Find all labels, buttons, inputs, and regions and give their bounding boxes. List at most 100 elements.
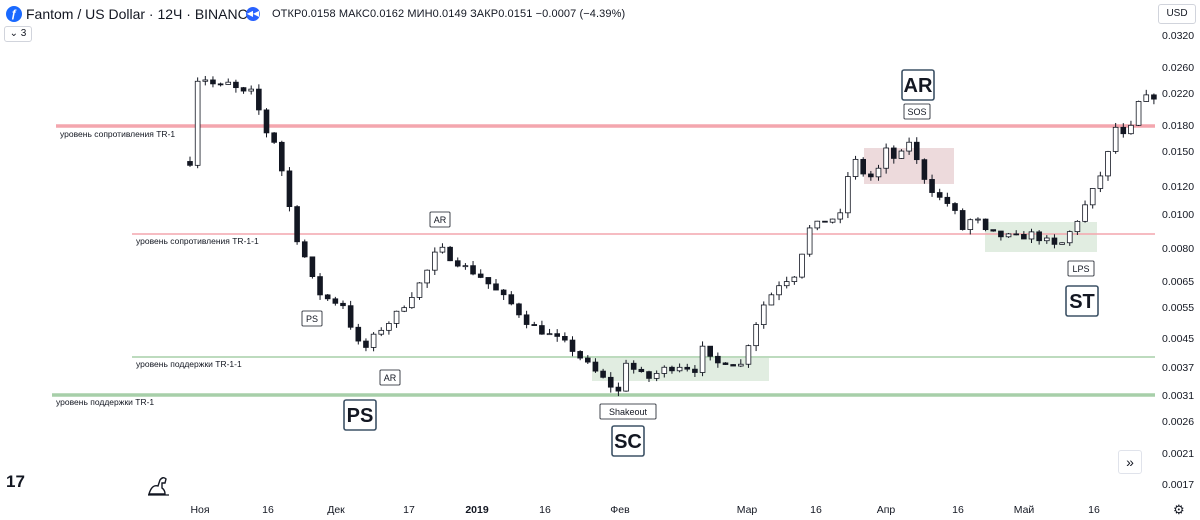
candle-body	[806, 227, 813, 255]
price-tick: 0.0100	[1162, 209, 1194, 221]
phase-box	[1065, 285, 1099, 317]
candle-body	[562, 336, 568, 341]
candle-body	[829, 218, 836, 223]
price-tick: 0.0065	[1162, 276, 1194, 288]
time-axis[interactable]: Ноя 16 Дек 17 2019 16 Фев Мар 16 Апр 16 Май 16	[190, 504, 1100, 516]
candle-body	[669, 366, 675, 372]
candle-body	[607, 376, 614, 388]
candle-body	[309, 256, 316, 278]
candle-body	[577, 351, 583, 359]
dino-icon[interactable]	[146, 474, 172, 498]
replay-icon[interactable]: ◀◀	[246, 7, 260, 21]
candle-body	[424, 269, 430, 284]
candle-body	[707, 345, 713, 357]
candle-body	[1059, 242, 1065, 245]
phase-label: ST	[1069, 291, 1095, 313]
annotation-label: Shakeout	[609, 407, 648, 417]
candle-body	[454, 260, 461, 267]
price-tick: 0.0031	[1162, 390, 1194, 402]
candle-body	[493, 283, 499, 291]
candle-body	[508, 294, 515, 305]
candle-body	[355, 326, 362, 342]
candle-body	[753, 324, 759, 347]
candle-body	[286, 170, 293, 208]
chevron-down-icon: ⌄	[9, 28, 19, 39]
candles	[187, 75, 1157, 397]
scroll-to-latest-icon[interactable]: »	[1118, 450, 1142, 474]
candle-body	[699, 345, 706, 373]
annotation-box	[599, 403, 657, 420]
candle-body	[248, 88, 255, 92]
candle-body	[1074, 220, 1081, 233]
annotation-box	[301, 310, 323, 327]
candle-body	[256, 88, 262, 111]
annotation-box	[1067, 260, 1095, 277]
time-tick: 16	[952, 504, 964, 516]
candle-body	[630, 362, 637, 370]
candle-body	[546, 333, 553, 336]
candle-body	[952, 203, 958, 211]
candle-body	[554, 333, 560, 337]
candle-body	[898, 150, 905, 159]
candle-body	[638, 368, 645, 373]
candle-body	[324, 294, 331, 300]
candle-body	[447, 246, 453, 262]
annotation-label: PS	[306, 314, 318, 324]
candle-body	[891, 147, 897, 159]
candle-body	[500, 289, 507, 296]
candle-body	[783, 281, 790, 287]
level-label: уровень сопротивления TR-1	[60, 129, 175, 139]
price-tick: 0.0017	[1162, 479, 1194, 491]
time-tick: Ноя	[190, 504, 209, 516]
candle-body	[852, 158, 859, 177]
time-tick: 16	[810, 504, 822, 516]
candle-body	[959, 210, 966, 230]
ohlc-values: ОТКР0.0158 МАКС0.0162 МИН0.0149 ЗАКР0.01…	[272, 8, 626, 20]
candle-body	[1143, 94, 1150, 102]
candle-body	[1151, 94, 1157, 100]
candle-body	[569, 339, 576, 352]
candle-body	[661, 366, 668, 374]
candle-body	[1135, 101, 1142, 126]
phase-box	[611, 425, 645, 457]
candle-body	[363, 340, 369, 348]
candle-body	[431, 251, 438, 271]
phase-label: PS	[347, 405, 374, 427]
indicator-collapse-button[interactable]: ⌄ 3	[4, 26, 32, 42]
time-tick: Дек	[327, 504, 345, 516]
price-tick: 0.0220	[1162, 88, 1194, 100]
price-tick: 0.0180	[1162, 120, 1194, 132]
candle-body	[921, 159, 928, 180]
candle-body	[516, 303, 522, 316]
candle-body	[998, 230, 1004, 238]
candle-body	[722, 362, 729, 365]
annotations: AR PS AR Shakeout SOS LPS PS SC AR ST	[301, 69, 1099, 457]
annotation-label: AR	[384, 373, 397, 383]
annotation-box	[379, 369, 401, 386]
candle-body	[470, 265, 476, 275]
price-axis[interactable]: 0.0320 0.0260 0.0220 0.0180 0.0150 0.0120 0.01…	[1162, 30, 1194, 491]
level-label: уровень поддержки TR-1	[56, 397, 154, 407]
annotation-box	[429, 211, 451, 228]
gear-icon[interactable]: ⚙	[1173, 502, 1185, 517]
candle-body	[539, 325, 545, 335]
candle-body	[745, 345, 752, 365]
candle-body	[217, 83, 224, 86]
candle-body	[263, 109, 270, 134]
candle-body	[1028, 231, 1035, 240]
candle-body	[936, 192, 943, 198]
tradingview-logo-icon[interactable]: 17	[6, 472, 25, 491]
price-tick: 0.0150	[1162, 146, 1194, 158]
price-tick: 0.0026	[1162, 416, 1194, 428]
currency-button[interactable]: USD	[1158, 4, 1196, 24]
phase-box	[343, 399, 377, 431]
time-tick: 16	[1088, 504, 1100, 516]
candle-body	[1051, 237, 1058, 245]
symbol-title[interactable]: Fantom / US Dollar · 12Ч · BINANCE	[26, 6, 258, 22]
candle-body	[233, 81, 239, 89]
candle-body	[615, 386, 622, 392]
candle-body	[240, 87, 247, 92]
candle-body	[1066, 231, 1073, 244]
candle-body	[1089, 188, 1096, 206]
